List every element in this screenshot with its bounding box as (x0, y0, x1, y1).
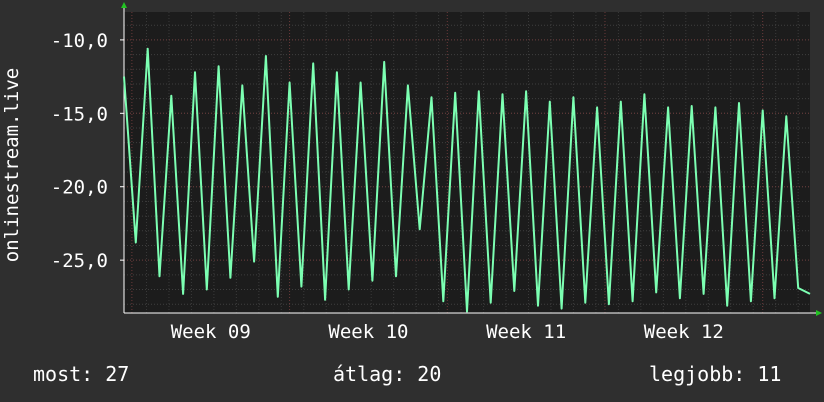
y-tick-label: -20,0 (51, 177, 108, 199)
plot-area (124, 12, 810, 313)
x-tick-label: Week 09 (171, 321, 251, 343)
y-tick-label: -10,0 (51, 30, 108, 52)
y-axis-arrow (121, 2, 127, 8)
series-line (123, 47, 811, 313)
x-tick-label: Week 11 (486, 321, 566, 343)
stat-current: most: 27 (33, 362, 130, 386)
y-tick-label: -25,0 (51, 250, 108, 272)
x-axis-ticks: Week 09 Week 10 Week 11 Week 12 (171, 321, 724, 343)
stat-average: átlag: 20 (333, 362, 442, 386)
axes (121, 2, 822, 316)
y-tick-label: -15,0 (51, 103, 108, 125)
series-layer (123, 47, 811, 313)
x-axis-arrow (816, 310, 822, 316)
y-axis-ticks: -10,0 -15,0 -20,0 -25,0 (51, 30, 124, 272)
x-tick-label: Week 10 (328, 321, 408, 343)
y-axis-label: onlinestream.live (1, 68, 23, 262)
stat-best: legjobb: 11 (649, 362, 782, 386)
x-tick-label: Week 12 (644, 321, 724, 343)
